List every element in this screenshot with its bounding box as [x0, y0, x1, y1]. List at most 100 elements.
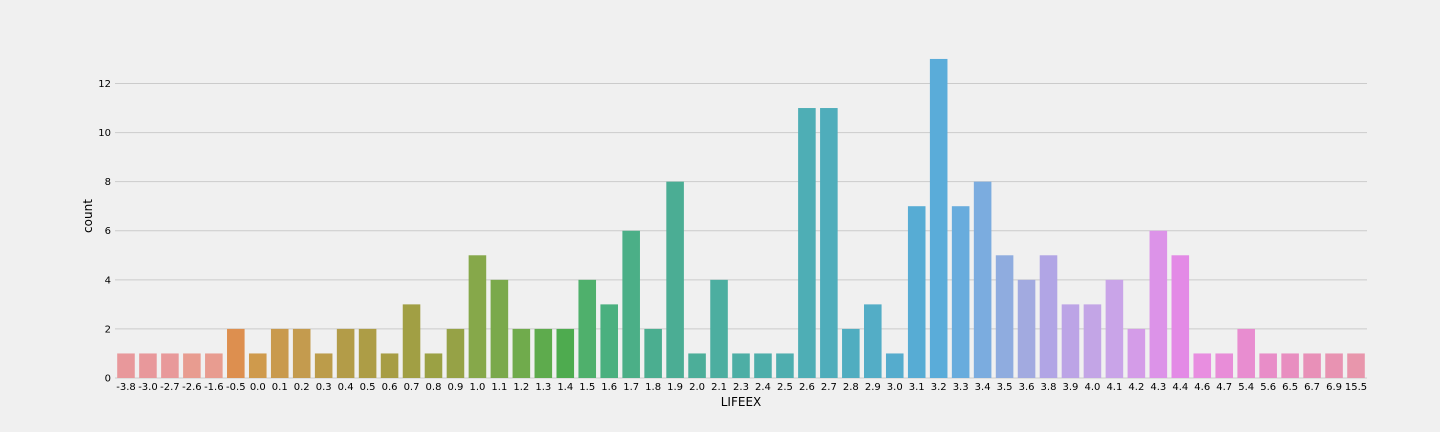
y-tick-label: 10 [98, 128, 111, 139]
x-tick-label: 0.5 [360, 382, 376, 393]
bar [424, 353, 443, 378]
x-tick-label: 1.0 [469, 382, 485, 393]
bar [270, 328, 289, 378]
bar [1281, 353, 1299, 378]
x-tick-label: 3.6 [1019, 382, 1035, 393]
x-axis-label: LIFEEX [721, 395, 762, 409]
y-tick-label: 8 [105, 177, 111, 188]
bar [842, 328, 860, 378]
bar [644, 328, 662, 378]
bar [117, 353, 135, 378]
bar [1303, 353, 1321, 378]
bar [314, 353, 333, 378]
x-tick-label: 0.3 [316, 382, 332, 393]
x-tick-label: 4.6 [1194, 382, 1210, 393]
bar [929, 58, 948, 378]
y-axis-label: count [81, 199, 95, 233]
x-tick-label: 3.2 [931, 382, 947, 393]
bar [490, 279, 509, 378]
x-tick-label: 1.3 [535, 382, 551, 393]
bar [380, 353, 399, 378]
x-tick-label: 2.1 [711, 382, 727, 393]
x-tick-label: 6.5 [1282, 382, 1298, 393]
bar [139, 353, 157, 378]
y-tick-label: 4 [105, 275, 111, 286]
bar [358, 328, 377, 378]
x-tick-label: 4.2 [1128, 382, 1144, 393]
x-tick-label: -2.6 [182, 382, 202, 393]
bar [973, 181, 992, 378]
x-tick-label: -1.6 [204, 382, 224, 393]
bar [1347, 353, 1365, 378]
x-tick-label: 2.5 [777, 382, 793, 393]
x-tick-label: 0.2 [294, 382, 310, 393]
x-tick-label: 2.9 [865, 382, 881, 393]
x-tick-label: 1.5 [579, 382, 595, 393]
bar [798, 108, 816, 379]
x-tick-label: 3.5 [997, 382, 1013, 393]
x-tick-label: 2.7 [821, 382, 837, 393]
bar [864, 304, 882, 378]
bar [666, 181, 684, 378]
bar [512, 328, 531, 378]
bar [1017, 279, 1036, 378]
x-tick-label: -3.8 [116, 382, 136, 393]
bar [556, 328, 575, 378]
x-tick-label: 4.3 [1150, 382, 1166, 393]
bar [248, 353, 267, 378]
bar [534, 328, 553, 378]
bar [1215, 353, 1234, 378]
bar [776, 353, 794, 378]
bar [1039, 255, 1058, 378]
bar [446, 328, 465, 378]
bar [1193, 353, 1212, 378]
bar [1105, 279, 1124, 378]
x-tick-label: 2.8 [843, 382, 859, 393]
bar [205, 353, 223, 378]
x-tick-label: 0.6 [382, 382, 398, 393]
bar [292, 328, 311, 378]
bar [1237, 328, 1255, 378]
x-tick-label: 6.7 [1304, 382, 1320, 393]
x-tick-label: 0.0 [250, 382, 266, 393]
bar [951, 206, 970, 378]
x-tick-label: 15.5 [1345, 382, 1367, 393]
x-tick-label: 3.1 [909, 382, 925, 393]
x-tick-label: 6.9 [1326, 382, 1342, 393]
bar [227, 328, 245, 378]
x-tick-label: 5.4 [1238, 382, 1254, 393]
bar [1083, 304, 1102, 378]
x-tick-label: 2.3 [733, 382, 749, 393]
x-tick-labels: -3.8 -3.0 -2.7 -2.6 -1.6 -0.5 0.0 0.1 0.2 0.3 0.4 0… [116, 382, 1367, 393]
x-tick-label: 4.4 [1172, 382, 1188, 393]
bars [117, 58, 1365, 379]
y-tick-label: 12 [98, 79, 111, 90]
bar [468, 255, 487, 378]
x-tick-label: 1.9 [667, 382, 683, 393]
x-tick-label: 3.3 [953, 382, 969, 393]
bar [1127, 328, 1146, 378]
x-tick-label: 1.2 [513, 382, 529, 393]
x-tick-label: 0.1 [272, 382, 288, 393]
bar [754, 353, 772, 378]
x-tick-label: 1.4 [557, 382, 573, 393]
bar [402, 304, 421, 378]
x-tick-label: 1.6 [601, 382, 617, 393]
x-tick-label: 0.8 [426, 382, 442, 393]
x-tick-label: 3.8 [1041, 382, 1057, 393]
y-tick-label: 6 [105, 226, 111, 237]
x-tick-label: 4.1 [1106, 382, 1122, 393]
x-tick-label: -0.5 [226, 382, 246, 393]
bar [600, 304, 618, 378]
x-tick-label: 0.7 [404, 382, 420, 393]
y-tick-labels: 0 2 4 6 8 10 12 [98, 79, 111, 385]
bar [732, 353, 750, 378]
x-tick-label: 4.0 [1084, 382, 1100, 393]
bar [578, 279, 597, 378]
x-tick-label: -3.0 [138, 382, 158, 393]
grid-lines [115, 82, 1367, 379]
bar [183, 353, 201, 378]
y-tick-label: 2 [105, 324, 111, 335]
x-tick-label: 2.4 [755, 382, 771, 393]
